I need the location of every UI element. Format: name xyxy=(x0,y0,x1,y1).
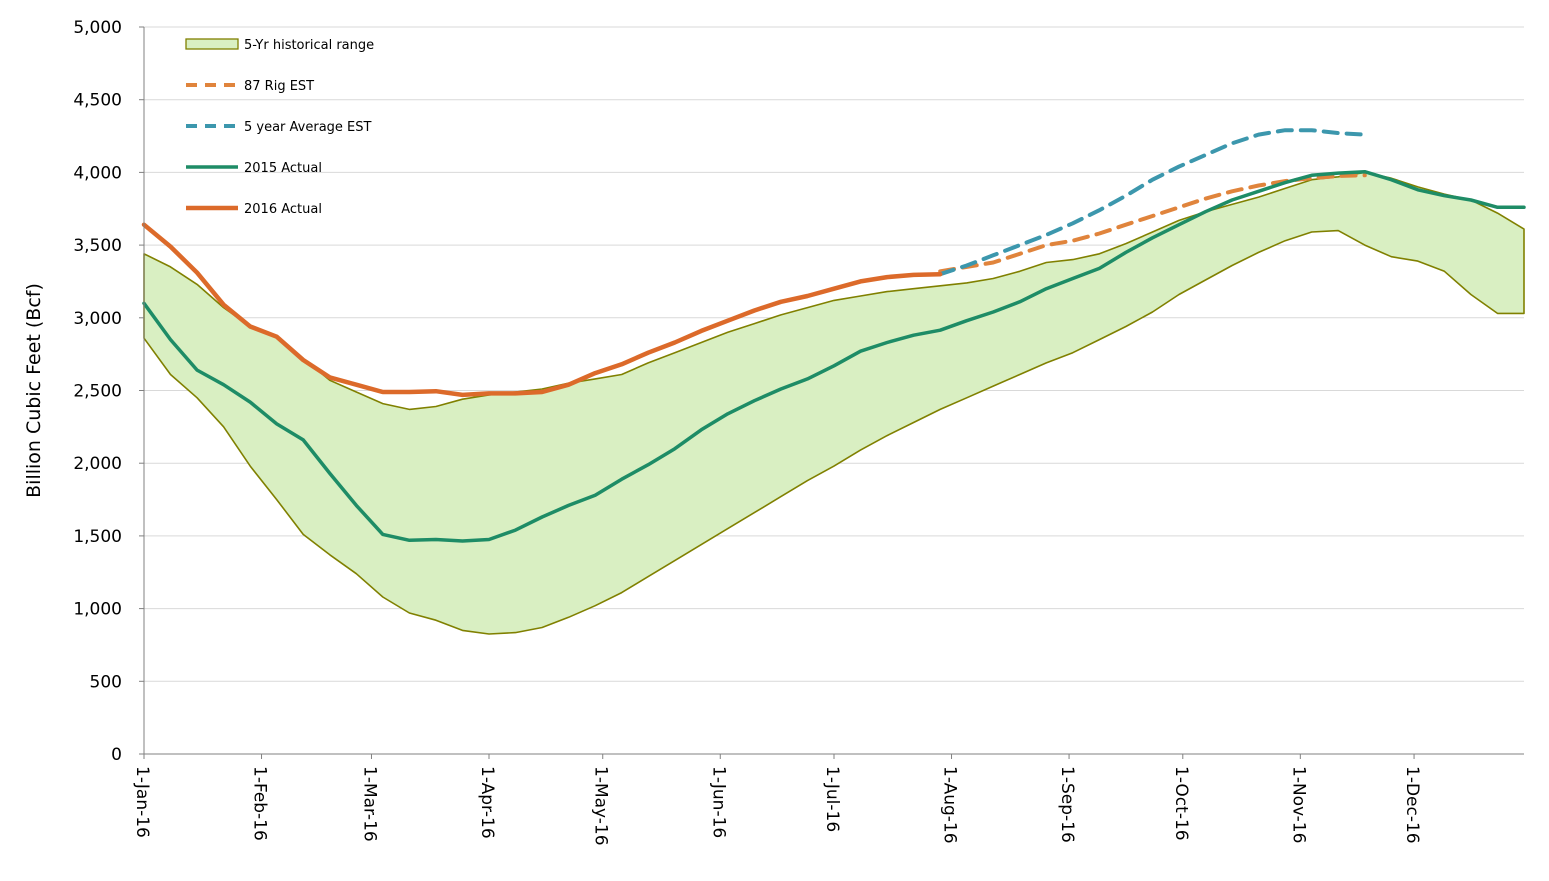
legend-label: 2015 Actual xyxy=(244,161,322,176)
series-line-2015-actual xyxy=(142,169,1526,543)
legend-label: 87 Rig EST xyxy=(244,79,314,94)
x-tick-label: 1-Aug-16 xyxy=(940,766,960,844)
x-tick-label: 1-Sep-16 xyxy=(1057,766,1077,843)
y-tick-label: 3,000 xyxy=(73,309,122,329)
legend-swatch-range xyxy=(185,38,239,50)
legend-label: 5-Yr historical range xyxy=(244,38,374,53)
y-tick-label: 0 xyxy=(111,745,122,765)
x-tick-label: 1-Mar-16 xyxy=(359,766,379,842)
x-tick-label: 1-Dec-16 xyxy=(1402,766,1422,844)
x-tick-label: 1-Jun-16 xyxy=(708,766,728,838)
legend-label: 2016 Actual xyxy=(244,202,322,217)
legend-label: 5 year Average EST xyxy=(244,120,372,135)
y-tick-label: 1,500 xyxy=(73,527,122,547)
x-tick-label: 1-Jul-16 xyxy=(822,766,842,832)
y-tick-labels: 0 500 1,000 1,500 2,000 2,500 3,000 3,500 4,000 4… xyxy=(73,18,122,765)
y-tick-label: 500 xyxy=(90,672,122,692)
x-tick-label: 1-Nov-16 xyxy=(1288,766,1308,843)
x-tick-label: 1-Feb-16 xyxy=(250,766,270,841)
y-tick-label: 4,500 xyxy=(73,91,122,111)
historical-range-area xyxy=(143,171,1525,635)
y-tick-label: 3,500 xyxy=(73,236,122,256)
x-tick-label: 1-Jan-16 xyxy=(132,766,152,838)
series-line-5-year-average-est xyxy=(938,128,1367,277)
y-tick-label: 4,000 xyxy=(73,163,122,183)
y-axis-title: Billion Cubic Feet (Bcf) xyxy=(23,283,45,498)
legend: 5-Yr historical range 87 Rig EST 5 year Av… xyxy=(185,38,374,217)
x-tick-labels: 1-Jan-16 1-Feb-16 1-Mar-16 1-Apr-16 1-May-16… xyxy=(132,766,1422,846)
y-tick-label: 1,000 xyxy=(73,600,122,620)
y-tick-label: 2,000 xyxy=(73,454,122,474)
historical-range-layer xyxy=(143,171,1525,635)
axes xyxy=(139,26,1524,759)
x-tick-label: 1-Oct-16 xyxy=(1171,766,1191,841)
series-line-2016-actual xyxy=(141,222,943,398)
y-tick-label: 5,000 xyxy=(73,18,122,38)
y-tick-label: 2,500 xyxy=(73,382,122,402)
series-layer xyxy=(141,128,1526,543)
x-tick-label: 1-Apr-16 xyxy=(477,766,497,839)
x-tick-label: 1-May-16 xyxy=(591,766,611,846)
